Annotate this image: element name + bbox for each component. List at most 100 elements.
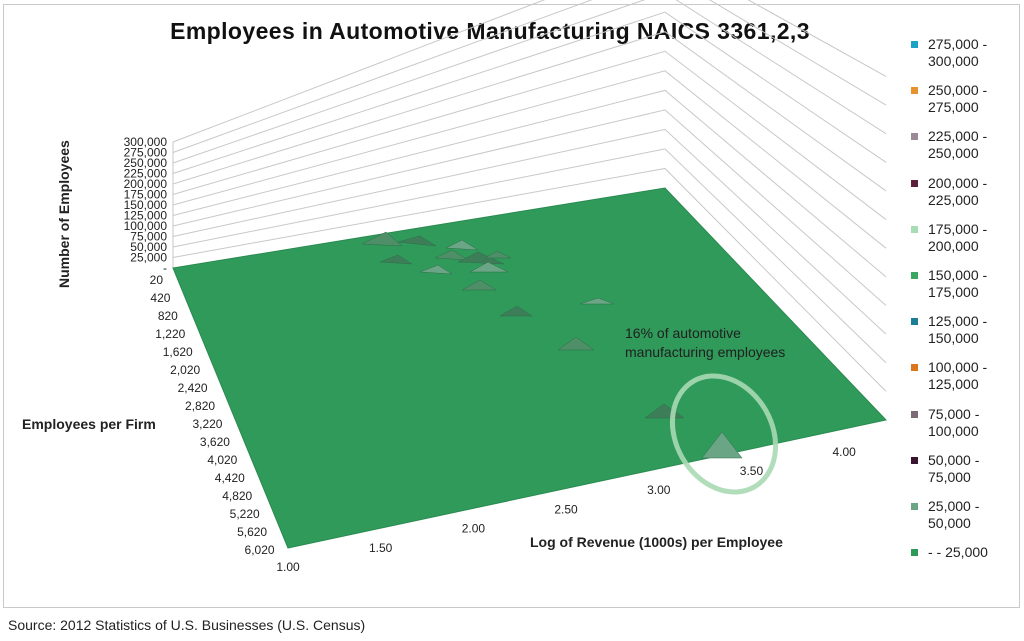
surface-peak xyxy=(397,235,437,247)
y-tick-label: 5,220 xyxy=(230,507,260,521)
z-tick-label: 75,000 xyxy=(130,230,167,244)
x-axis-label: Log of Revenue (1000s) per Employee xyxy=(530,534,783,550)
source-note: Source: 2012 Statistics of U.S. Business… xyxy=(8,617,366,633)
z-tick-label: 125,000 xyxy=(124,209,168,223)
legend-label: 275,000 - 300,000 xyxy=(928,36,988,69)
legend-label: 125,000 - 150,000 xyxy=(928,313,988,347)
legend-swatch xyxy=(911,456,918,464)
legend-swatch xyxy=(911,225,918,233)
z-tick-label: 50,000 xyxy=(130,240,167,254)
y-tick-label: 4,020 xyxy=(207,453,237,467)
y-tick-label: 5,620 xyxy=(237,525,267,539)
surface-peak xyxy=(379,254,413,265)
z-gridline xyxy=(172,31,887,192)
y-tick-label: 2,420 xyxy=(178,381,208,395)
z-tick-label: 275,000 xyxy=(124,146,168,160)
legend-label: - - 25,000 xyxy=(928,544,988,561)
surface-peak xyxy=(499,305,533,317)
chart-frame xyxy=(3,4,1020,608)
z-tick-label: 250,000 xyxy=(124,156,168,170)
legend-label: 25,000 - 50,000 xyxy=(928,498,980,531)
y-tick-label: 6,020 xyxy=(245,543,275,557)
z-tick-label: 300,000 xyxy=(124,135,168,149)
y-tick-label: 3,220 xyxy=(192,417,222,431)
surface-peak xyxy=(579,297,615,305)
legend-swatch xyxy=(911,364,918,372)
y-tick-label: 2,820 xyxy=(185,399,215,413)
surface-peak xyxy=(434,249,469,261)
z-gridline xyxy=(172,0,887,143)
legend-label: 50,000 - 75,000 xyxy=(928,451,980,485)
legend-swatch xyxy=(911,549,918,557)
legend-swatch xyxy=(911,179,918,187)
z-tick-label: 25,000 xyxy=(130,251,167,265)
x-tick-label: 3.00 xyxy=(647,483,671,497)
legend-swatch xyxy=(911,318,918,326)
z-tick-label: 100,000 xyxy=(124,219,168,233)
y-tick-label: 420 xyxy=(150,291,170,305)
legend-swatch xyxy=(911,503,918,510)
y-axis-label: Employees per Firm xyxy=(22,416,156,432)
z-gridline xyxy=(172,128,887,335)
annotation-text: 16% of automotive manufacturing employee… xyxy=(625,325,786,360)
legend-swatch xyxy=(911,410,918,418)
surface-peak xyxy=(445,239,479,251)
legend-label: 175,000 - 200,000 xyxy=(928,220,988,254)
surface-peak xyxy=(557,336,595,351)
z-axis-ticks: -25,00050,00075,000100,000125,000150,000… xyxy=(124,135,168,275)
x-tick-label: 2.00 xyxy=(462,522,486,536)
z-gridline xyxy=(172,50,887,220)
legend-label: 100,000 - 125,000 xyxy=(928,359,988,393)
z-tick-label: - xyxy=(163,261,167,275)
legend-swatch xyxy=(911,41,918,48)
z-gridline xyxy=(172,148,887,364)
surface-peak xyxy=(469,261,509,273)
z-axis-label: Number of Employees xyxy=(56,140,72,288)
z-tick-label: 225,000 xyxy=(124,167,168,181)
x-tick-label: 2.50 xyxy=(554,502,578,516)
z-gridline xyxy=(172,0,887,164)
x-tick-label: 1.00 xyxy=(276,560,300,574)
legend-label: 150,000 - 175,000 xyxy=(928,267,988,300)
z-tick-label: 175,000 xyxy=(124,188,168,202)
z-gridline xyxy=(172,167,887,392)
legend-label: 200,000 - 225,000 xyxy=(928,174,988,208)
z-gridline xyxy=(172,89,887,278)
surface-peak xyxy=(419,264,453,275)
legend-swatch xyxy=(911,133,918,141)
z-tick-label: 150,000 xyxy=(124,198,168,212)
y-tick-label: 820 xyxy=(158,309,178,323)
highlight-ellipse xyxy=(669,373,779,495)
x-tick-label: 3.50 xyxy=(740,464,764,478)
legend-label: 250,000 - 275,000 xyxy=(928,82,988,116)
legend-swatch xyxy=(911,87,918,95)
chart-title: Employees in Automotive Manufacturing NA… xyxy=(170,18,810,44)
z-gridline xyxy=(172,109,887,306)
y-tick-label: 4,420 xyxy=(215,471,245,485)
y-tick-label: 1,220 xyxy=(155,327,185,341)
y-tick-label: 2,020 xyxy=(170,363,200,377)
surface-peaks xyxy=(361,231,743,459)
y-tick-label: 3,620 xyxy=(200,435,230,449)
back-wall-gridlines xyxy=(172,0,887,392)
z-gridline xyxy=(172,11,887,174)
x-tick-label: 1.50 xyxy=(369,541,393,555)
y-tick-label: 1,620 xyxy=(163,345,193,359)
surface-peak xyxy=(484,250,512,259)
z-tick-label: 200,000 xyxy=(124,177,168,191)
legend-label: 75,000 - 100,000 xyxy=(928,405,980,439)
x-axis-ticks: 1.00 1.50 2.00 2.50 3.00 3.50 4.00 xyxy=(276,445,856,574)
y-axis-ticks: 20 420 820 1,220 1,620 2,020 2,420 2,820 3,220 3,… xyxy=(150,273,275,557)
surface-peak xyxy=(461,279,497,291)
y-tick-label: 20 xyxy=(150,273,164,287)
surface-floor-plane xyxy=(172,187,887,549)
legend-label: 225,000 - 250,000 xyxy=(928,128,988,162)
z-gridline xyxy=(172,0,887,153)
surface-peak xyxy=(701,431,743,459)
y-tick-label: 4,820 xyxy=(222,489,252,503)
x-tick-label: 4.00 xyxy=(832,445,856,459)
z-gridline xyxy=(172,70,887,249)
legend-swatch xyxy=(911,272,918,279)
surface-peak xyxy=(361,231,403,247)
